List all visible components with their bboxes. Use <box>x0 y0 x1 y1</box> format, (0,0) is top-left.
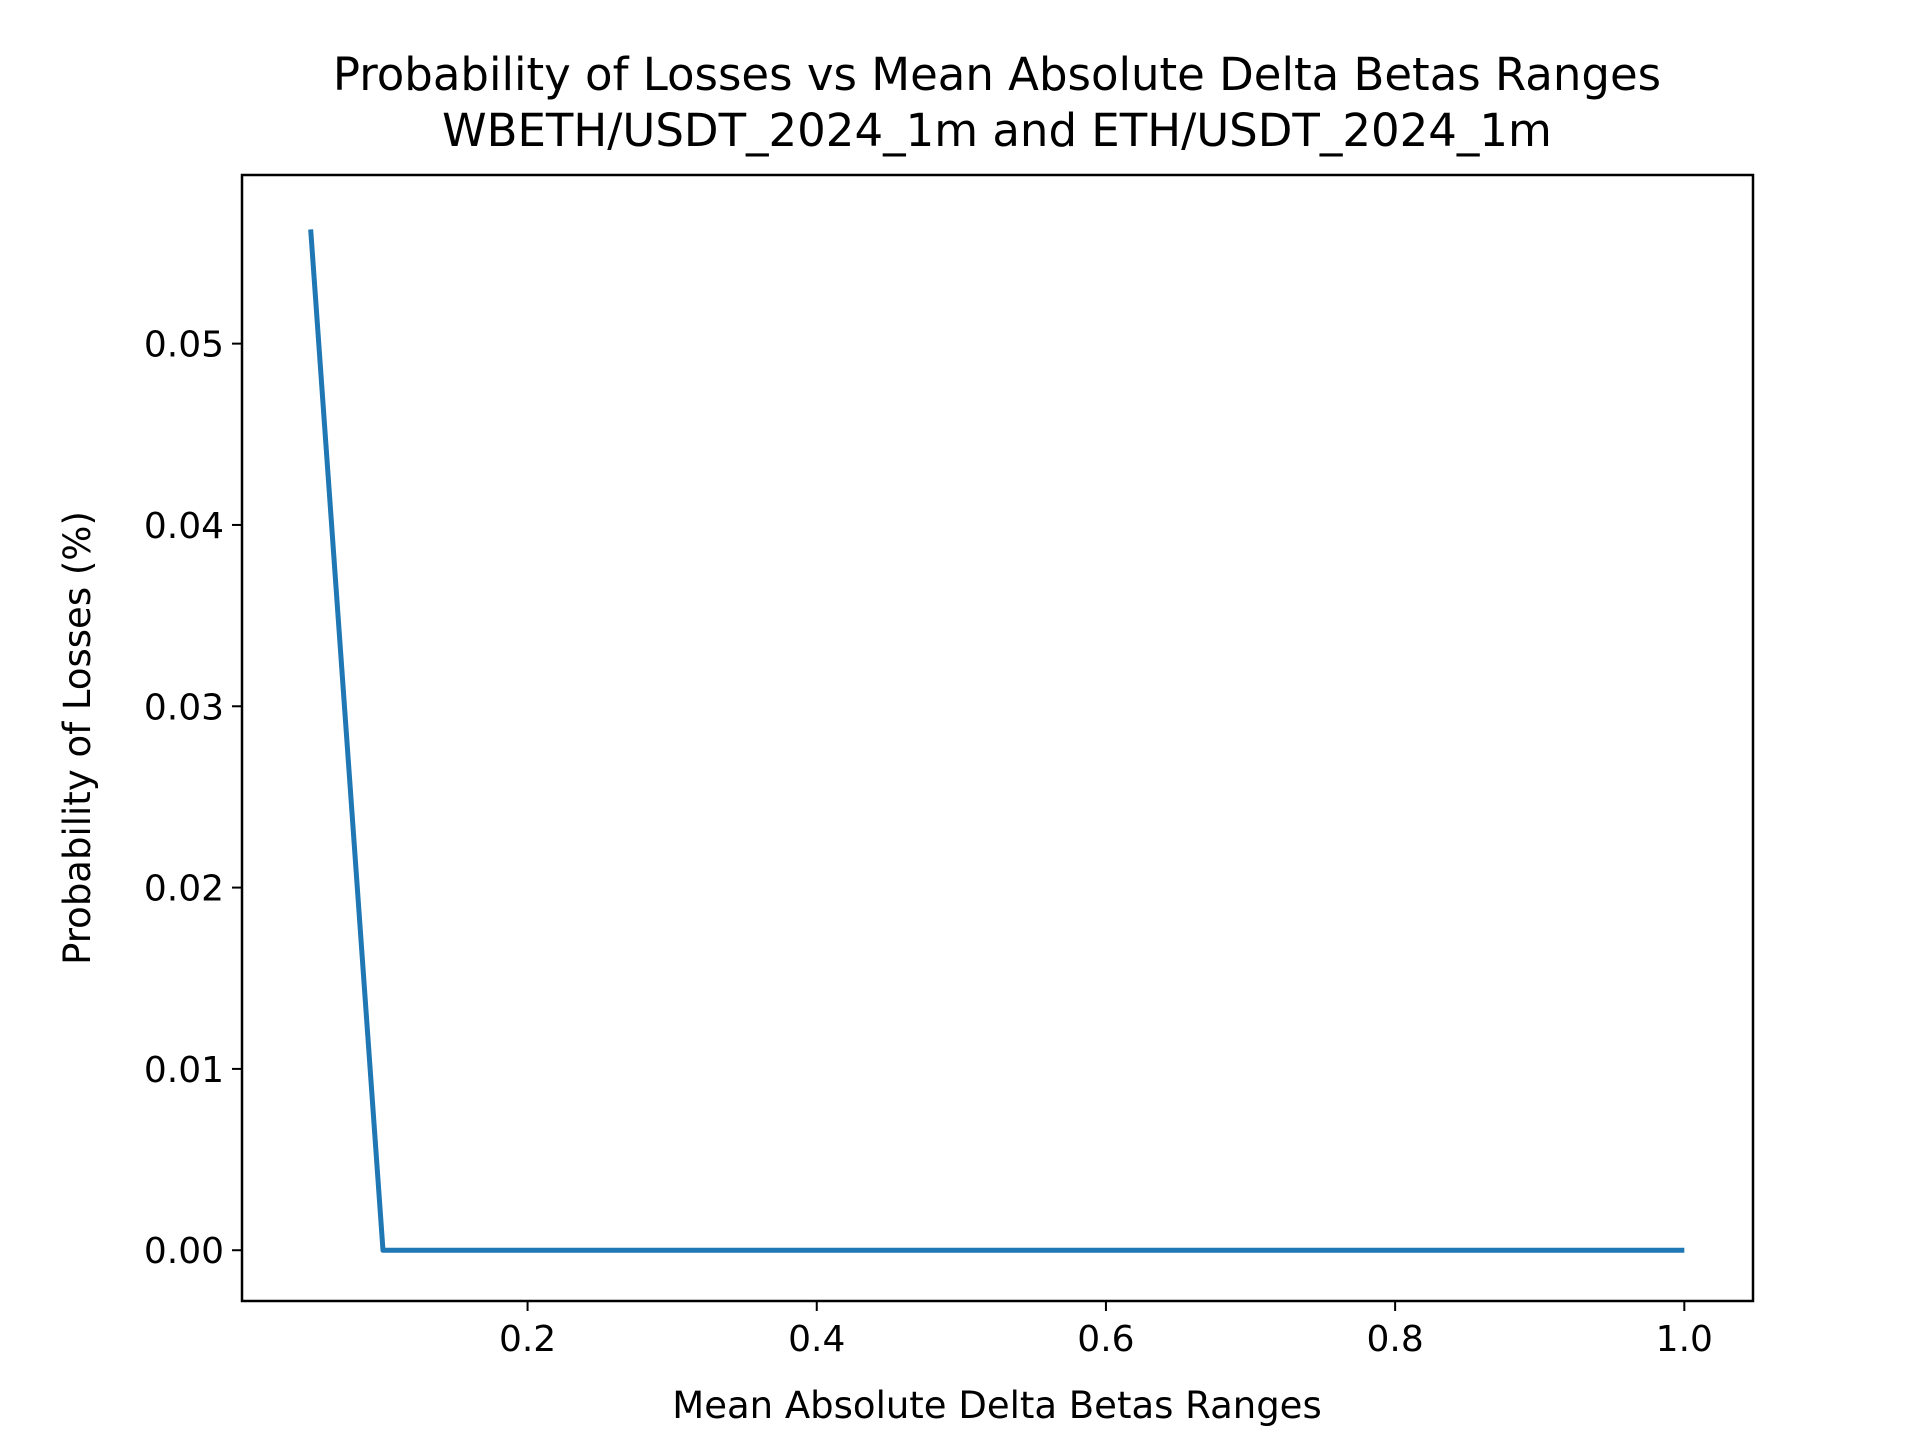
y-axis-ticks: 0.00 0.01 0.02 0.03 0.04 0.05 <box>144 325 242 1272</box>
x-tick-label: 0.4 <box>788 1319 845 1360</box>
x-tick-label: 0.8 <box>1366 1319 1423 1360</box>
y-tick-label: 0.02 <box>144 869 224 910</box>
chart-subtitle: WBETH/USDT_2024_1m and ETH/USDT_2024_1m <box>442 104 1552 157</box>
y-tick-label: 0.05 <box>144 325 224 366</box>
x-tick-label: 0.2 <box>499 1319 556 1360</box>
y-tick-label: 0.04 <box>144 506 224 547</box>
x-axis-label: Mean Absolute Delta Betas Ranges <box>672 1384 1321 1427</box>
y-tick-label: 0.00 <box>144 1231 224 1272</box>
y-tick-label: 0.03 <box>144 687 224 728</box>
y-tick-label: 0.01 <box>144 1050 224 1091</box>
x-tick-label: 0.6 <box>1077 1319 1134 1360</box>
y-axis-label: Probability of Losses (%) <box>56 511 99 965</box>
series-layer <box>308 229 1685 1253</box>
x-axis-ticks: 0.2 0.4 0.6 0.8 1.0 <box>499 1301 1713 1360</box>
plot-area-frame <box>240 173 1755 1303</box>
chart-title: Probability of Losses vs Mean Absolute D… <box>333 48 1661 101</box>
series-line <box>308 229 1685 1253</box>
x-tick-label: 1.0 <box>1656 1319 1713 1360</box>
